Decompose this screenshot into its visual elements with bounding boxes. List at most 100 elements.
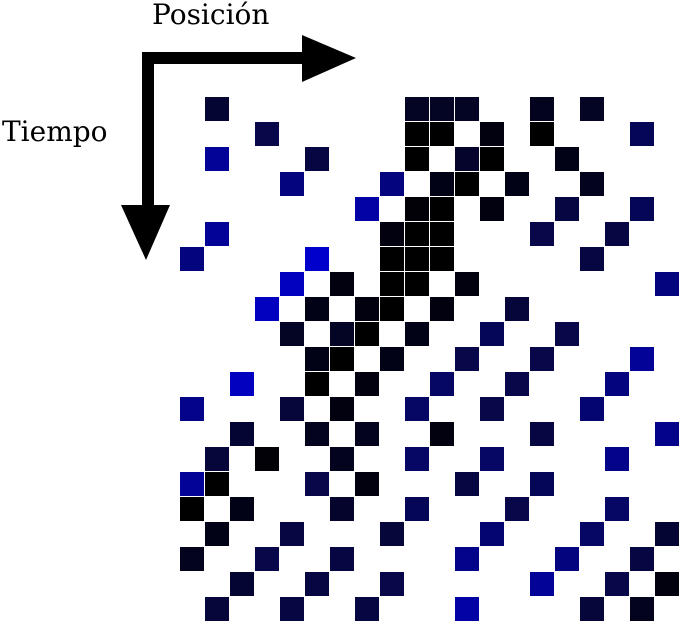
grid-cell (530, 97, 554, 121)
grid-cell (405, 197, 429, 221)
grid-cell (530, 347, 554, 371)
grid-cell (430, 172, 454, 196)
grid-cell (380, 222, 404, 246)
grid-cell (205, 597, 229, 621)
grid-cell (580, 597, 604, 621)
grid-cell (230, 497, 254, 521)
grid-cell (305, 572, 329, 596)
grid-cell (380, 247, 404, 271)
grid-cell (580, 247, 604, 271)
grid-cell (280, 272, 304, 296)
grid-cell (205, 472, 229, 496)
grid-cell (630, 122, 654, 146)
grid-cell (480, 522, 504, 546)
grid-cell (230, 422, 254, 446)
grid-cell (330, 547, 354, 571)
grid-cell (380, 172, 404, 196)
grid-cell (230, 572, 254, 596)
grid-cell (580, 397, 604, 421)
grid-cell (280, 397, 304, 421)
grid-cell (405, 97, 429, 121)
grid-cell (630, 547, 654, 571)
grid-cell (555, 197, 579, 221)
grid-cell (655, 572, 679, 596)
grid-cell (405, 122, 429, 146)
grid-cell (330, 447, 354, 471)
grid-cell (355, 422, 379, 446)
grid-cell (180, 547, 204, 571)
grid-cell (480, 447, 504, 471)
grid-cell (405, 322, 429, 346)
grid-cell (405, 497, 429, 521)
grid-cell (405, 272, 429, 296)
grid-cell (330, 497, 354, 521)
grid-cell (605, 372, 629, 396)
grid-cell (330, 397, 354, 421)
grid-cell (630, 197, 654, 221)
grid-cell (580, 172, 604, 196)
grid-cell (330, 322, 354, 346)
grid-cell (530, 122, 554, 146)
grid-cell (530, 222, 554, 246)
grid-cell (430, 422, 454, 446)
grid-cell (205, 447, 229, 471)
grid-cell (330, 347, 354, 371)
grid-cell (455, 347, 479, 371)
grid-cell (355, 297, 379, 321)
grid-cell (480, 122, 504, 146)
grid-cell (305, 422, 329, 446)
grid-cell (380, 522, 404, 546)
grid-cell (455, 472, 479, 496)
position-arrowhead (302, 35, 356, 82)
grid-cell (630, 597, 654, 621)
grid-cell (455, 547, 479, 571)
grid-cell (305, 297, 329, 321)
grid-cell (180, 472, 204, 496)
grid-cell (580, 97, 604, 121)
grid-cell (180, 397, 204, 421)
grid-cell (355, 472, 379, 496)
grid-cell (255, 297, 279, 321)
grid-cell (555, 547, 579, 571)
grid-cell (655, 522, 679, 546)
grid-cell (180, 247, 204, 271)
grid-cell (355, 372, 379, 396)
grid-cell (405, 447, 429, 471)
grid-cell (480, 322, 504, 346)
grid-cell (405, 247, 429, 271)
grid-cell (355, 322, 379, 346)
grid-cell (305, 247, 329, 271)
grid-cell (655, 422, 679, 446)
grid-cell (630, 347, 654, 371)
grid-cell (505, 497, 529, 521)
grid-cell (280, 522, 304, 546)
grid-cell (430, 372, 454, 396)
grid-cell (280, 322, 304, 346)
grid-cell (605, 497, 629, 521)
grid-cell (330, 272, 354, 296)
grid-cell (455, 147, 479, 171)
grid-cell (480, 147, 504, 171)
grid-cell (180, 497, 204, 521)
grid-cell (455, 272, 479, 296)
grid-cell (530, 572, 554, 596)
grid-cell (580, 522, 604, 546)
grid-cell (305, 472, 329, 496)
position-axis-label: Posición (152, 0, 270, 31)
grid-cell (505, 172, 529, 196)
grid-cell (405, 397, 429, 421)
grid-cell (430, 197, 454, 221)
grid-cell (530, 422, 554, 446)
grid-cell (455, 97, 479, 121)
grid-cell (380, 347, 404, 371)
grid-cell (205, 147, 229, 171)
grid-cell (455, 172, 479, 196)
grid-cell (430, 122, 454, 146)
grid-cell (305, 147, 329, 171)
grid-cell (505, 297, 529, 321)
time-arrowhead (121, 205, 170, 260)
grid-cell (280, 172, 304, 196)
grid-cell (480, 197, 504, 221)
grid-cell (605, 447, 629, 471)
